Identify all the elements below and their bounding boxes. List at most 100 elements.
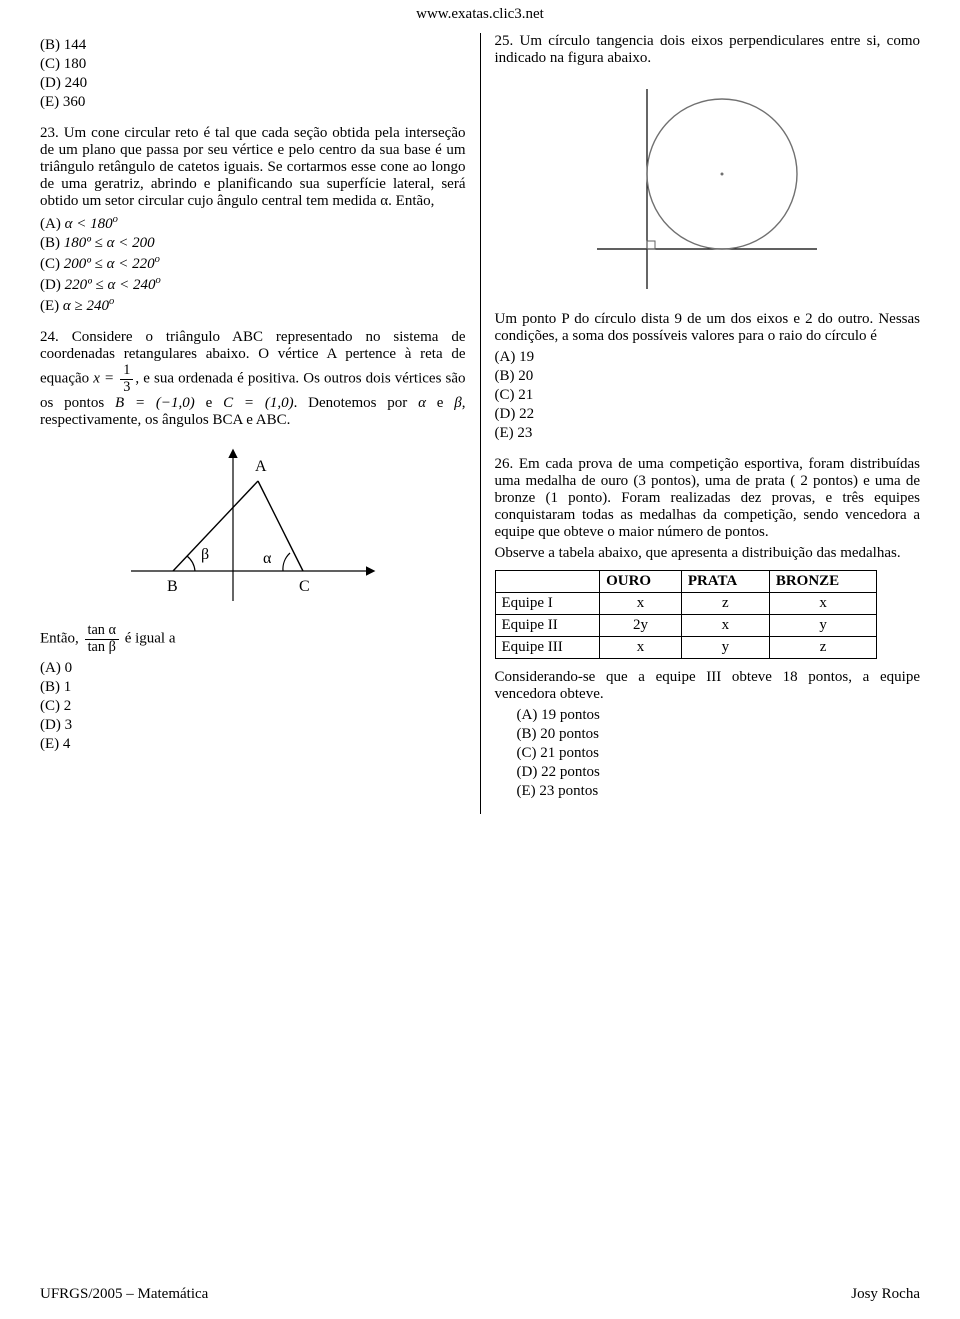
th-ouro: OURO — [600, 571, 682, 593]
option-math: 200º ≤ α < 220 — [64, 256, 155, 272]
option-d: (D) 220º ≤ α < 240o — [40, 275, 466, 294]
footer-left: UFRGS/2005 – Matemática — [40, 1286, 208, 1303]
header-url: www.exatas.clic3.net — [40, 0, 920, 33]
q24-alpha: α — [418, 395, 426, 411]
circle-tangent-figure — [587, 79, 827, 299]
option-c: (C) 2 — [40, 698, 466, 715]
cell: y — [769, 615, 877, 637]
label-B: B — [167, 578, 178, 595]
option-b: (B) 144 — [40, 37, 466, 54]
option-label: (D) — [40, 277, 65, 293]
cell: Equipe II — [495, 615, 600, 637]
numerator: 1 — [120, 363, 133, 380]
cell: x — [681, 615, 769, 637]
question-text: Um cone circular reto é tal que cada seç… — [40, 125, 466, 209]
cell: x — [600, 637, 682, 659]
cell: z — [681, 593, 769, 615]
option-c: (C) 200º ≤ α < 220o — [40, 254, 466, 273]
table-row: Equipe III x y z — [495, 637, 877, 659]
fraction-icon: tan α tan β — [85, 623, 119, 655]
q24-eq-b: B = (−1,0) — [115, 395, 195, 411]
denominator: 3 — [120, 380, 133, 396]
option-e: (E) α ≥ 240o — [40, 296, 466, 315]
table-row: Equipe II 2y x y — [495, 615, 877, 637]
option-label: (E) — [40, 298, 63, 314]
option-d: (D) 3 — [40, 717, 466, 734]
option-math: 220º ≤ α < 240 — [65, 277, 156, 293]
option-label: (B) — [40, 235, 64, 251]
label-A: A — [255, 458, 267, 475]
th-prata: PRATA — [681, 571, 769, 593]
cell: z — [769, 637, 877, 659]
option-math: α ≥ 240 — [63, 298, 109, 314]
label-C: C — [299, 578, 310, 595]
th-bronze: BRONZE — [769, 571, 877, 593]
th-blank — [495, 571, 600, 593]
option-a: (A) 0 — [40, 660, 466, 677]
prev-question-options: (B) 144 (C) 180 (D) 240 (E) 360 — [40, 37, 466, 111]
option-a: (A) 19 — [495, 349, 921, 366]
option-b: (B) 20 — [495, 368, 921, 385]
label-alpha: α — [263, 550, 272, 567]
q26-text: Em cada prova de uma competição esportiv… — [495, 456, 921, 540]
q24-text-e: e — [426, 395, 454, 411]
option-e: (E) 23 — [495, 425, 921, 442]
fraction-icon: 1 3 — [120, 363, 133, 395]
option-math: α < 180 — [65, 216, 113, 232]
q24-text-c: e — [195, 395, 223, 411]
option-c: (C) 21 — [495, 387, 921, 404]
question-25: 25. Um círculo tangencia dois eixos perp… — [495, 33, 921, 67]
result-post: é igual a — [125, 631, 176, 647]
q24-result: Então, tan α tan β é igual a — [40, 623, 466, 655]
degree: o — [155, 254, 160, 265]
q25-text2: Um ponto P do círculo dista 9 de um dos … — [495, 311, 921, 345]
option-d: (D) 22 pontos — [517, 764, 921, 781]
q25-options: (A) 19 (B) 20 (C) 21 (D) 22 (E) 23 — [495, 349, 921, 442]
cell: x — [600, 593, 682, 615]
option-c: (C) 180 — [40, 56, 466, 73]
question-number: 24. — [40, 329, 59, 345]
q24-text-d: . Denotemos por — [294, 395, 419, 411]
numerator: tan α — [85, 623, 119, 640]
option-c: (C) 21 pontos — [517, 745, 921, 762]
option-math: 180º ≤ α < 200 — [64, 235, 155, 251]
option-e: (E) 4 — [40, 736, 466, 753]
label-beta: β — [201, 546, 209, 563]
q26-options: (A) 19 pontos (B) 20 pontos (C) 21 ponto… — [517, 707, 921, 800]
cell: 2y — [600, 615, 682, 637]
option-label: (A) — [40, 216, 65, 232]
triangle-figure: A B C β α — [123, 441, 383, 611]
q26-text3: Considerando-se que a equipe III obteve … — [495, 669, 921, 703]
right-column: 25. Um círculo tangencia dois eixos perp… — [495, 33, 921, 814]
cell: y — [681, 637, 769, 659]
denominator: tan β — [85, 640, 119, 656]
option-b: (B) 20 pontos — [517, 726, 921, 743]
question-number: 23. — [40, 125, 59, 141]
result-pre: Então, — [40, 631, 83, 647]
option-d: (D) 22 — [495, 406, 921, 423]
q26-text2: Observe a tabela abaixo, que apresenta a… — [495, 545, 921, 562]
option-e: (E) 23 pontos — [517, 783, 921, 800]
q24-eq-lhs: x = — [93, 371, 114, 387]
question-24: 24. Considere o triângulo ABC representa… — [40, 329, 466, 429]
footer-right: Josy Rocha — [851, 1286, 920, 1303]
option-d: (D) 240 — [40, 75, 466, 92]
degree: o — [109, 296, 114, 307]
q24-options: (A) 0 (B) 1 (C) 2 (D) 3 (E) 4 — [40, 660, 466, 753]
page: www.exatas.clic3.net (B) 144 (C) 180 (D)… — [0, 0, 960, 1319]
table-row: Equipe I x z x — [495, 593, 877, 615]
option-label: (C) — [40, 256, 64, 272]
question-number: 25. — [495, 33, 514, 49]
cell: Equipe III — [495, 637, 600, 659]
option-a: (A) α < 180o — [40, 214, 466, 233]
table-header-row: OURO PRATA BRONZE — [495, 571, 877, 593]
cell: x — [769, 593, 877, 615]
option-b: (B) 1 — [40, 679, 466, 696]
option-e: (E) 360 — [40, 94, 466, 111]
left-column: (B) 144 (C) 180 (D) 240 (E) 360 23. Um c… — [40, 33, 466, 814]
columns: (B) 144 (C) 180 (D) 240 (E) 360 23. Um c… — [40, 33, 920, 814]
option-a: (A) 19 pontos — [517, 707, 921, 724]
column-divider — [480, 33, 481, 814]
q24-eq-c: C = (1,0) — [223, 395, 294, 411]
question-23: 23. Um cone circular reto é tal que cada… — [40, 125, 466, 210]
